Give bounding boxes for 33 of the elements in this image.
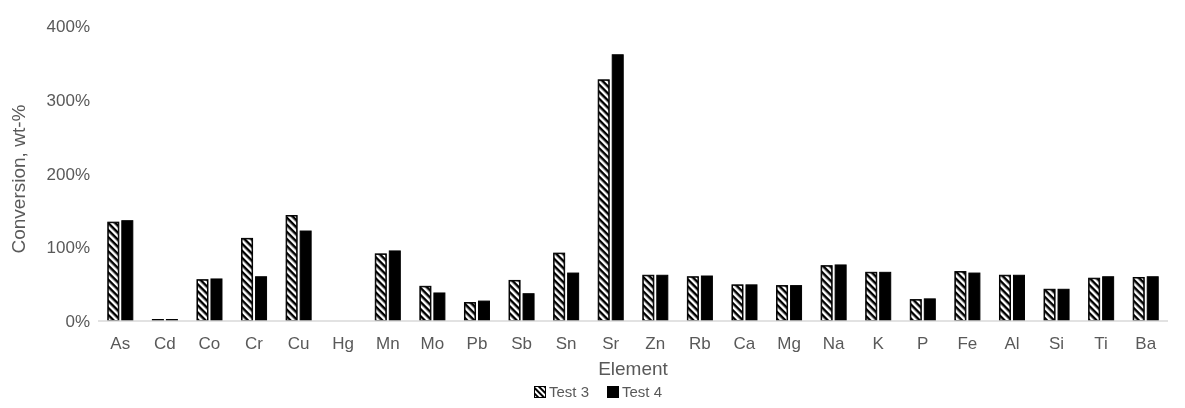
y-tick-label: 0% (65, 312, 90, 332)
x-tick-label: Mo (420, 334, 445, 354)
x-axis-title: Element (598, 358, 669, 379)
x-tick-label: P (917, 334, 929, 354)
x-tick-label: Al (1004, 334, 1020, 354)
y-tick-label: 100% (46, 238, 90, 258)
x-tick-label: Cd (154, 334, 176, 354)
y-tick-label: 400% (46, 17, 90, 37)
x-tick-label: Cu (287, 334, 310, 354)
x-tick-label: Sn (555, 334, 577, 354)
y-tick-label: 200% (46, 164, 90, 184)
legend-label: Test 3 (548, 383, 589, 400)
x-tick-label: Cr (245, 334, 264, 354)
x-tick-label: Zn (645, 334, 666, 354)
x-tick-label: Co (198, 334, 221, 354)
x-tick-label: Si (1048, 334, 1065, 354)
x-tick-label: Hg (332, 334, 355, 354)
x-tick-label: K (872, 334, 885, 354)
x-tick-label: Sb (511, 334, 532, 354)
x-tick-label: Mn (375, 334, 400, 354)
x-tick-label: Fe (957, 334, 978, 354)
x-tick-label: Na (822, 334, 846, 354)
y-tick-label: 300% (46, 90, 90, 110)
legend-label: Test 4 (622, 383, 663, 400)
x-tick-label: Rb (689, 334, 711, 354)
x-tick-label: Mg (777, 334, 801, 354)
x-tick-label: Sr (602, 334, 620, 354)
x-tick-label: Ti (1094, 334, 1108, 354)
x-tick-label: Ca (733, 334, 756, 354)
x-tick-label: As (110, 334, 131, 354)
x-tick-label: Pb (466, 334, 488, 354)
y-axis-title: Conversion, wt-% (7, 104, 29, 254)
x-tick-label: Ba (1135, 334, 1157, 354)
